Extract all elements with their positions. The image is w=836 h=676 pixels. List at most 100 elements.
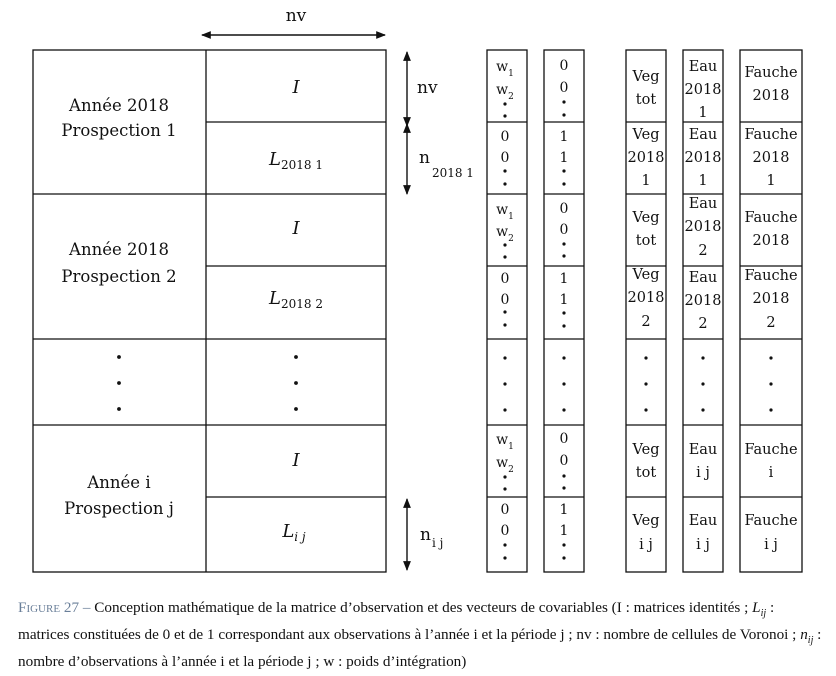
fauche-cell-text: Fauche [744, 268, 797, 284]
eau-cell-text: 2018 [685, 293, 722, 309]
figure-caption: Figure 27 – Conception mathématique de l… [18, 597, 826, 672]
indicator-zero: 0 [560, 201, 569, 217]
weights-vector-dots [503, 102, 507, 560]
veg-cell-text: Veg [631, 127, 659, 143]
block3-identity: I [291, 450, 300, 471]
indicator-one: 1 [560, 129, 569, 145]
eau-cell-text: i j [696, 537, 710, 553]
block2-identity: I [291, 218, 300, 239]
caption-L-symbol: L [752, 599, 761, 616]
block1-L-matrix: L2018 1 [268, 149, 323, 172]
veg-cell-text: Veg [631, 267, 659, 283]
fauche-cell-text: Fauche [744, 127, 797, 143]
fauche-vector-content: Fauche 2018 Fauche 2018 1 Fauche 2018 Fa… [744, 65, 797, 553]
veg-cell-text: 1 [641, 173, 650, 189]
w1-entry: w1 [496, 432, 514, 452]
eau-cell-text: Eau [689, 196, 718, 212]
weights-vector-content: w1 w2 0 0 w1 w2 0 0 w1 w2 0 0 [496, 59, 514, 539]
matrix-ellipsis-dots [117, 355, 298, 411]
eau-cell-text: Eau [689, 513, 718, 529]
veg-vector-content: Veg tot Veg 2018 1 Veg tot Veg 2018 2 Ve… [628, 69, 665, 553]
w-zero: 0 [501, 271, 510, 287]
indicator-zero: 0 [560, 453, 569, 469]
weights-vector-frame [486, 49, 528, 573]
fauche-vector-dots [769, 356, 773, 412]
block1-identity: I [291, 77, 300, 98]
caption-n-symbol: n [800, 626, 808, 644]
fauche-cell-text: Fauche [744, 513, 797, 529]
indicator-one: 1 [560, 150, 569, 166]
fauche-cell-text: Fauche [744, 65, 797, 81]
block1-prospection: Prospection 1 [61, 121, 176, 140]
fauche-vector-frame [739, 49, 803, 573]
veg-cell-text: tot [636, 233, 657, 249]
caption-text-2: : matrices constituées de 0 et de 1 corr… [18, 599, 797, 644]
veg-cell-text: 2018 [628, 290, 665, 306]
w2-entry: w2 [496, 82, 514, 102]
eau-cell-text: Eau [689, 59, 718, 75]
w1-entry: w1 [496, 202, 514, 222]
fauche-cell-text: 2018 [753, 233, 790, 249]
block2-prospection: Prospection 2 [61, 267, 176, 286]
observation-matrix [32, 49, 387, 573]
eau-cell-text: 1 [698, 105, 707, 121]
caption-L-subscript: ij [760, 608, 767, 620]
w-zero: 0 [501, 502, 510, 518]
fauche-cell-text: 2 [766, 315, 775, 331]
veg-cell-text: Veg [631, 69, 659, 85]
block1-year: Année 2018 [68, 96, 169, 115]
w-zero: 0 [501, 129, 510, 145]
eau-cell-text: 2 [698, 243, 707, 259]
veg-cell-text: Veg [631, 442, 659, 458]
indicator-vector-dots [562, 100, 566, 560]
eau-cell-text: 2018 [685, 82, 722, 98]
veg-cell-text: i j [639, 537, 653, 553]
veg-cell-text: Veg [631, 210, 659, 226]
block3-year: Année i [86, 473, 150, 492]
eau-vector-dots [701, 356, 705, 412]
veg-cell-text: 2 [641, 314, 650, 330]
nv-side-label: nv [417, 78, 438, 98]
eau-cell-text: Eau [689, 127, 718, 143]
block2-L-matrix: L2018 2 [268, 288, 323, 311]
eau-vector-content: Eau 2018 1 Eau 2018 1 Eau 2018 2 Eau 201… [685, 59, 722, 553]
indicator-one: 1 [560, 292, 569, 308]
veg-cell-text: tot [636, 465, 657, 481]
block3-prospection: Prospection j [64, 499, 174, 518]
eau-cell-text: 2018 [685, 219, 722, 235]
block3-L-matrix: Li j [281, 521, 306, 544]
indicator-one: 1 [560, 502, 569, 518]
w-zero: 0 [501, 523, 510, 539]
n2018-side-label: n2018 1 [419, 148, 474, 180]
indicator-one: 1 [560, 523, 569, 539]
eau-cell-text: 1 [698, 173, 707, 189]
nv-top-label: nv [286, 6, 307, 26]
eau-cell-text: Eau [689, 270, 718, 286]
indicator-zero: 0 [560, 58, 569, 74]
indicator-vector-content: 0 0 1 1 0 0 1 1 0 0 1 1 [560, 58, 569, 539]
indicator-vector-frame [543, 49, 585, 573]
veg-vector-frame [625, 49, 667, 573]
eau-cell-text: 2018 [685, 150, 722, 166]
veg-cell-text: Veg [631, 513, 659, 529]
eau-cell-text: Eau [689, 442, 718, 458]
indicator-zero: 0 [560, 222, 569, 238]
caption-text-1: Conception mathématique de la matrice d’… [94, 599, 749, 616]
fauche-cell-text: 2018 [753, 88, 790, 104]
fauche-cell-text: 1 [766, 173, 775, 189]
caption-n-subscript: ij [807, 635, 814, 647]
caption-text-3: : nombre d’observations à l’année i et l… [18, 626, 822, 671]
w-zero: 0 [501, 150, 510, 166]
veg-vector-dots [644, 356, 648, 412]
eau-vector-frame [682, 49, 724, 573]
figure-label: Figure 27 – [18, 599, 91, 616]
fauche-cell-text: 2018 [753, 291, 790, 307]
indicator-zero: 0 [560, 431, 569, 447]
fauche-cell-text: 2018 [753, 150, 790, 166]
w1-entry: w1 [496, 59, 514, 79]
block2-year: Année 2018 [68, 240, 169, 259]
w2-entry: w2 [496, 455, 514, 475]
eau-cell-text: 2 [698, 316, 707, 332]
fauche-cell-text: i j [764, 537, 778, 553]
